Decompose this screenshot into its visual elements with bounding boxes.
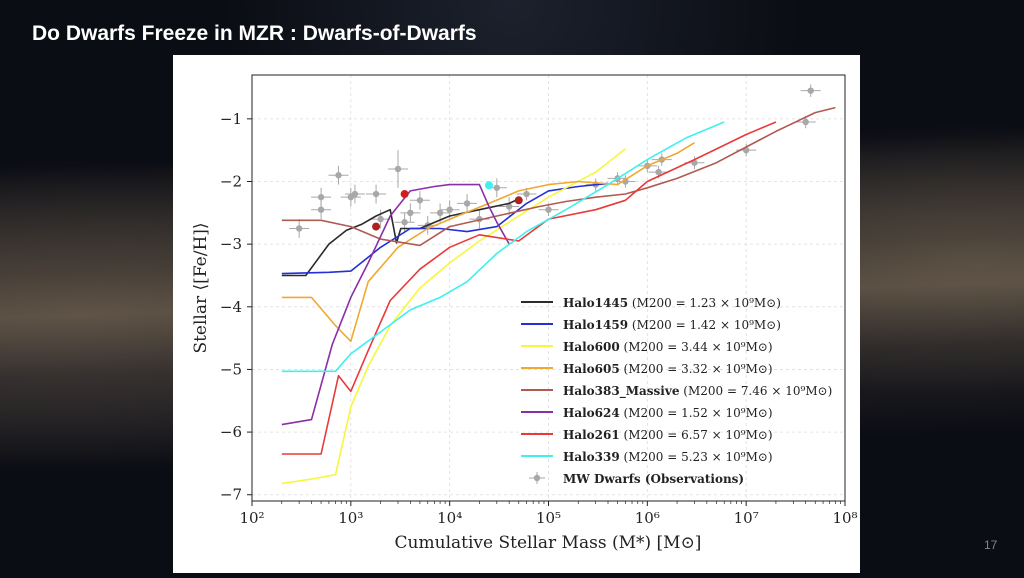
series-line-halo383-massive [281,106,836,247]
series-line-halo1445 [281,198,520,277]
x-axis-label: Cumulative Stellar Mass (M*) [M⊙] [395,533,702,553]
series-line-halo261 [281,121,777,455]
observation-marker [655,168,662,176]
observation-point [387,150,408,188]
observation-marker [351,190,359,198]
observation-marker [335,172,342,179]
y-tick-label: −4 [220,298,242,316]
y-tick-label: −2 [220,173,242,191]
legend-mass-label: (M200 = 6.57 × 10⁹M⊙) [620,428,773,442]
observation-point [366,184,387,204]
legend-mass-label: (M200 = 1.52 × 10⁹M⊙) [620,406,773,420]
series-line-halo1459 [281,182,609,275]
observation-point [340,187,361,207]
observation-marker [401,219,408,226]
observation-marker [394,165,402,173]
legend-series-name: Halo600 [563,340,620,354]
y-tick-label: −6 [220,423,242,441]
x-tick-label: 10⁵ [536,509,561,527]
observation-marker [523,190,530,198]
x-tick-label: 10⁷ [734,509,759,527]
observation-point [400,203,421,223]
metallicity-chart: 10² 10³ 10⁴ 10⁵ 10⁶ 10⁷ 10⁸ −1 −2 −3 −4 −5 −6 −7 Halo… [191,74,858,553]
series-line-halo624 [281,183,510,426]
observation-point [344,184,365,204]
y-tick-label: −3 [220,235,242,253]
legend-entry: Halo1459 (M200 = 1.42 × 10⁹M⊙) [563,318,781,332]
legend-entry: Halo261 (M200 = 6.57 × 10⁹M⊙) [563,428,773,442]
legend-mass-label: (M200 = 1.23 × 10⁹M⊙) [628,296,781,310]
x-tick-label: 10⁶ [635,509,660,527]
observation-marker [317,193,325,201]
highlight-marker [372,222,381,231]
observation-marker [317,206,325,213]
x-tick-label: 10⁸ [832,509,857,527]
legend-mass-label: (M200 = 5.23 × 10⁹M⊙) [620,450,773,464]
legend-mass-label: (M200 = 7.46 × 10⁹M⊙) [679,384,832,398]
legend-entry: Halo605 (M200 = 3.32 × 10⁹M⊙) [563,362,773,376]
observation-marker [446,206,453,213]
observation-marker [295,225,303,232]
observation-marker [493,184,501,191]
y-tick-label: −5 [220,360,242,378]
legend-series-name: Halo1445 [563,296,628,310]
observation-point [370,209,391,229]
observation-point [457,194,478,213]
observation-marker [436,209,444,217]
observation-point [430,203,451,223]
observation-point [795,115,816,129]
x-tick-label: 10² [239,509,264,527]
legend-entry: Halo624 (M200 = 1.52 × 10⁹M⊙) [563,406,773,420]
legend-entry: Halo339 (M200 = 5.23 × 10⁹M⊙) [563,450,773,464]
legend-series-name: Halo383_Massive [563,384,680,399]
observation-point [648,165,669,179]
y-tick-label: −1 [220,110,242,128]
observation-marker [407,209,414,217]
y-axis-label: Stellar ⟨[Fe/H]⟩ [191,222,211,353]
y-tick-label: −7 [220,486,242,504]
legend-mass-label: (M200 = 3.32 × 10⁹M⊙) [620,362,773,376]
legend-series-name: Halo605 [563,362,620,376]
x-tick-label: 10⁴ [437,509,462,527]
legend-observation-marker [533,474,541,482]
observation-marker [505,203,513,210]
observation-marker [545,206,552,213]
legend-series-name: Halo339 [563,450,620,464]
observation-marker [463,200,471,207]
observation-marker [807,87,814,94]
observation-point [409,190,430,210]
highlight-marker [400,190,409,199]
observation-marker [802,118,809,126]
observation-marker [377,215,384,223]
observation-point [289,219,310,238]
slide-title: Do Dwarfs Freeze in MZR : Dwarfs-of-Dwar… [32,22,477,45]
highlight-marker [484,181,493,190]
legend-entry-observations: MW Dwarfs (Observations) [563,472,744,486]
x-tick-label: 10³ [338,509,363,527]
chart-figure: 10² 10³ 10⁴ 10⁵ 10⁶ 10⁷ 10⁸ −1 −2 −3 −4 −5 −6 −7 Halo… [173,55,860,573]
legend-series-name: Halo261 [563,428,620,442]
highlight-marker [514,196,523,205]
observation-point [328,165,349,185]
legend-entry: Halo600 (M200 = 3.44 × 10⁹M⊙) [563,340,773,354]
legend-series-name: Halo624 [563,406,620,420]
legend-mass-label: (M200 = 3.44 × 10⁹M⊙) [620,340,773,354]
legend-mass-label: (M200 = 1.42 × 10⁹M⊙) [628,318,781,332]
series-line-halo600 [281,148,626,485]
observation-point [311,200,332,220]
series-line-halo339 [281,121,725,373]
legend-entry: Halo383_Massive (M200 = 7.46 × 10⁹M⊙) [563,384,832,399]
observation-point [800,84,821,97]
observation-marker [372,190,380,198]
series-line-halo605 [281,142,695,343]
legend-entry: Halo1445 (M200 = 1.23 × 10⁹M⊙) [563,296,781,310]
legend-series-name: Halo1459 [563,318,628,332]
page-number: 17 [984,538,998,552]
observation-marker [416,197,424,204]
